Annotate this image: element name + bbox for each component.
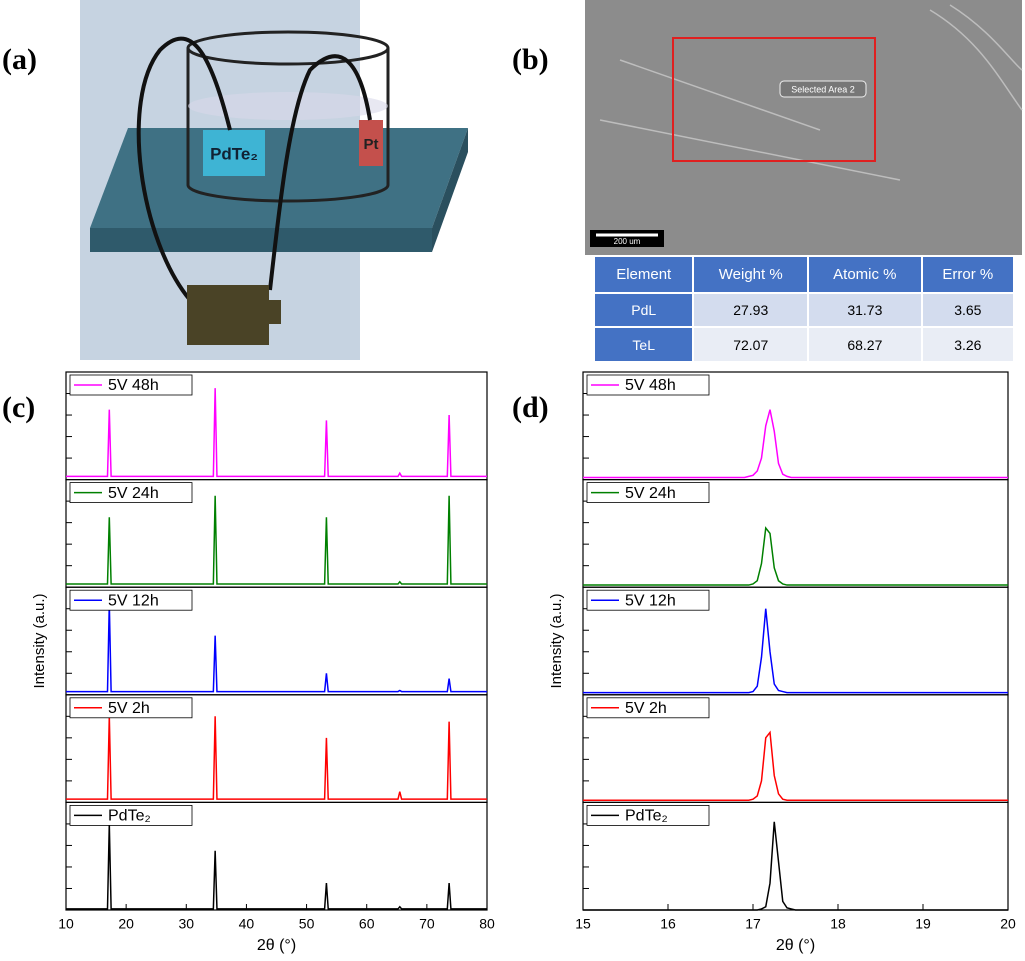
legend-label: 5V 12h [625, 592, 676, 609]
legend-box [586, 589, 710, 611]
area-label: Selected Area 2 [791, 84, 855, 94]
legend-label: PdTe₂ [625, 808, 668, 825]
x-tick-label: 20 [1000, 916, 1016, 932]
spectrum [66, 495, 487, 585]
cell: 68.27 [809, 328, 921, 361]
legend-label: 5V 48h [625, 377, 676, 394]
x-tick-label: 17 [745, 916, 761, 932]
legend-box [69, 374, 193, 396]
x-tick-label: 30 [178, 916, 194, 932]
legend-label: 5V 24h [108, 485, 159, 502]
legend-box [586, 805, 710, 826]
wire [268, 54, 372, 291]
row-head: PdL [595, 293, 693, 327]
x-tick-label: 16 [660, 916, 676, 932]
eds-table: Element Weight % Atomic % Error % PdL 27… [593, 255, 1015, 363]
legend-box [69, 805, 193, 826]
pt-electrode [359, 120, 383, 166]
subplot-frame [65, 801, 488, 911]
spectrum [583, 730, 1008, 801]
legend-label: PdTe₂ [108, 808, 151, 825]
cell: 3.26 [922, 328, 1013, 361]
x-axis-label: 2θ (°) [257, 937, 296, 954]
legend-label: 5V 12h [108, 592, 159, 609]
legend-box [69, 589, 193, 611]
panel-label: (d) [512, 391, 549, 424]
legend-box [69, 697, 193, 719]
legend-box [586, 374, 710, 396]
spectrum [66, 716, 487, 800]
wire [136, 36, 232, 302]
panel-label: (a) [2, 43, 37, 76]
legend-box [586, 482, 710, 504]
cell: 3.65 [922, 293, 1013, 327]
spectrum [583, 409, 1008, 479]
platform-edge [432, 128, 468, 252]
spectrum [583, 821, 1008, 911]
x-tick-label: 10 [58, 916, 74, 932]
x-axis-label: 2θ (°) [776, 937, 815, 954]
y-axis-label: Intensity (a.u.) [31, 593, 48, 688]
liquid-surface [188, 92, 388, 120]
spectrum [66, 823, 487, 910]
x-tick-label: 20 [118, 916, 134, 932]
electrode-label: PdTe₂ [210, 144, 258, 163]
spectrum [66, 603, 487, 693]
legend-label: 5V 24h [625, 485, 676, 502]
y-axis-label: Intensity (a.u.) [548, 593, 565, 688]
platform-side [90, 228, 432, 252]
beaker-rim [186, 30, 390, 66]
x-tick-label: 18 [830, 916, 846, 932]
spectrum [583, 608, 1008, 694]
legend-label: 5V 2h [108, 700, 150, 717]
selected-area [672, 37, 876, 162]
power-terminal [269, 300, 281, 324]
power-supply [187, 285, 269, 345]
legend-label: 5V 48h [108, 377, 159, 394]
cell: 27.93 [694, 293, 808, 327]
header-cell: Weight % [694, 257, 808, 292]
sem-texture [599, 4, 1023, 181]
x-tick-label: 19 [915, 916, 931, 932]
scale-label: 200 um [614, 237, 641, 246]
x-tick-label: 60 [359, 916, 375, 932]
pt-label: Pt [364, 136, 379, 153]
panel-label: (b) [512, 43, 549, 76]
x-tick-label: 15 [575, 916, 591, 932]
x-tick-label: 80 [479, 916, 495, 932]
area-tag [779, 80, 867, 98]
legend-label: 5V 2h [625, 700, 667, 717]
pdte2-electrode [203, 130, 265, 176]
x-tick-label: 40 [239, 916, 255, 932]
legend-box [586, 697, 710, 719]
sem-image [585, 0, 1022, 255]
x-tick-label: 50 [299, 916, 315, 932]
spectrum [66, 388, 487, 478]
cell: 72.07 [694, 328, 808, 361]
row-head: TeL [595, 328, 693, 361]
x-tick-label: 70 [419, 916, 435, 932]
header-cell: Element [595, 257, 693, 292]
spectrum [583, 526, 1008, 586]
beaker [186, 48, 390, 203]
header-cell: Error % [922, 257, 1013, 292]
cell: 31.73 [809, 293, 921, 327]
panel-label: (c) [2, 391, 35, 424]
header-cell: Atomic % [809, 257, 921, 292]
legend-box [69, 482, 193, 504]
